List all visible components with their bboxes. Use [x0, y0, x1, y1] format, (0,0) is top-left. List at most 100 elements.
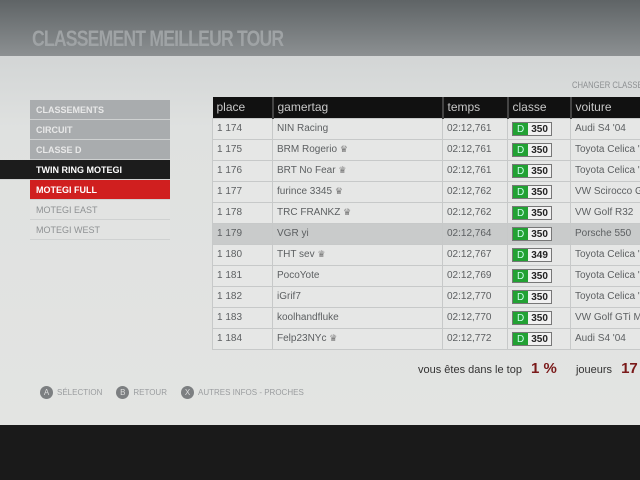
class-letter: D — [513, 164, 529, 177]
gamertag: THT sev — [277, 249, 315, 260]
gamertag-cell: PocoYote — [272, 264, 443, 287]
class-badge: D 350 — [512, 142, 552, 157]
class-badge: D 350 — [512, 289, 552, 304]
class-letter: D — [513, 248, 529, 261]
class-rating: 350 — [528, 164, 551, 177]
gamertag-cell: koolhandfluke — [272, 306, 443, 329]
car-cell: Toyota Celica '03 — [570, 285, 640, 308]
time-cell: 02:12,769 — [442, 264, 508, 287]
class-rating: 350 — [528, 311, 551, 324]
class-rating: 349 — [528, 248, 551, 261]
menu-classements[interactable]: CLASSEMENTS — [30, 100, 170, 120]
gamertag: PocoYote — [277, 270, 320, 281]
gamertag: VGR yi — [277, 228, 309, 239]
time-cell: 02:12,762 — [442, 180, 508, 203]
footer-hints: A SÉLECTION B RETOUR X AUTRES INFOS - PROCH… — [40, 386, 304, 399]
time-cell: 02:12,770 — [442, 306, 508, 329]
menu-item-motegi-west[interactable]: MOTEGI WEST — [30, 220, 170, 240]
menu-circuit[interactable]: CIRCUIT — [30, 120, 170, 140]
gamertag: BRM Rogerio — [277, 144, 338, 155]
gamertag-cell: VGR yi — [272, 222, 443, 245]
hint-label: SÉLECTION — [57, 388, 103, 397]
time-cell: 02:12,772 — [442, 327, 508, 350]
table-row[interactable]: 1 178 TRC FRANKZ ♛ 02:12,762 D 350 VW Gol… — [212, 201, 640, 224]
a-button-icon: A — [40, 386, 53, 399]
class-cell: D 350 — [507, 264, 571, 287]
header-gamertag[interactable]: gamertag — [272, 97, 444, 118]
class-cell: D 350 — [507, 117, 571, 140]
class-cell: D 350 — [507, 159, 571, 182]
header-place[interactable]: place — [212, 97, 274, 118]
hint-more-info[interactable]: X AUTRES INFOS - PROCHES — [180, 386, 304, 399]
car-cell: VW Golf R32 — [570, 201, 640, 224]
car-cell: Toyota Celica '03 — [570, 264, 640, 287]
class-rating: 350 — [528, 185, 551, 198]
car-cell: Audi S4 '04 — [570, 327, 640, 350]
menu-item-motegi-full[interactable]: MOTEGI FULL — [30, 180, 170, 200]
class-badge: D 350 — [512, 163, 552, 178]
hint-label: AUTRES INFOS - PROCHES — [197, 388, 304, 397]
table-row[interactable]: 1 177 furince 3345 ♛ 02:12,762 D 350 VW S… — [212, 180, 640, 203]
crown-icon: ♛ — [338, 165, 347, 175]
car-cell: Toyota Celica '0 — [570, 159, 640, 182]
table-row[interactable]: 1 182 iGrif7 02:12,770 D 350 Toyota Celic… — [212, 285, 640, 308]
table-row[interactable]: 1 180 THT sev ♛ 02:12,767 D 349 Toyota Ce… — [212, 243, 640, 266]
class-letter: D — [513, 143, 529, 156]
class-letter: D — [513, 269, 529, 282]
crown-icon: ♛ — [317, 249, 326, 259]
table-row[interactable]: 1 179 VGR yi 02:12,764 D 350 Porsche 550 — [212, 222, 640, 245]
car-cell: Toyota Celica '0 — [570, 138, 640, 161]
class-letter: D — [513, 185, 529, 198]
table-row[interactable]: 1 183 koolhandfluke 02:12,770 D 350 VW Go… — [212, 306, 640, 329]
header-temps[interactable]: temps — [442, 97, 509, 118]
gamertag-cell: BRM Rogerio ♛ — [272, 138, 443, 161]
menu-classe[interactable]: CLASSE D — [30, 140, 170, 160]
car-cell: Porsche 550 — [570, 222, 640, 245]
menu-item-motegi-east[interactable]: MOTEGI EAST — [30, 200, 170, 220]
table-row[interactable]: 1 176 BRT No Fear ♛ 02:12,761 D 350 Toyot… — [212, 159, 640, 182]
gamertag-cell: Felp23NYc ♛ — [272, 327, 443, 350]
menu-track[interactable]: TWIN RING MOTEGI — [0, 160, 170, 180]
table-row[interactable]: 1 184 Felp23NYc ♛ 02:12,772 D 350 Audi S4… — [212, 327, 640, 350]
class-letter: D — [513, 311, 529, 324]
crown-icon: ♛ — [343, 207, 352, 217]
players-label: joueurs — [575, 364, 613, 376]
hint-label: RETOUR — [133, 388, 167, 397]
place-cell: 1 178 — [212, 201, 273, 224]
hint-select[interactable]: A SÉLECTION — [40, 386, 102, 399]
hint-back[interactable]: B RETOUR — [116, 386, 167, 399]
class-letter: D — [513, 206, 529, 219]
class-letter: D — [513, 332, 529, 345]
class-badge: D 350 — [512, 205, 552, 220]
change-class-button[interactable]: CHANGER CLASSE — [572, 80, 640, 90]
class-cell: D 350 — [507, 180, 571, 203]
gamertag-cell: TRC FRANKZ ♛ — [272, 201, 443, 224]
class-rating: 350 — [528, 290, 551, 303]
class-rating: 350 — [528, 143, 551, 156]
car-cell: VW Scirocco GT — [570, 180, 640, 203]
place-cell: 1 174 — [212, 117, 273, 140]
title-bar: CLASSEMENT MEILLEUR TOUR — [0, 0, 640, 56]
header-classe[interactable]: classe — [507, 97, 572, 118]
table-row[interactable]: 1 174 NIN Racing 02:12,761 D 350 Audi S4 … — [212, 117, 640, 140]
table-row[interactable]: 1 181 PocoYote 02:12,769 D 350 Toyota Cel… — [212, 264, 640, 287]
place-cell: 1 179 — [212, 222, 273, 245]
class-letter: D — [513, 227, 529, 240]
class-badge: D 350 — [512, 331, 552, 346]
class-badge: D 350 — [512, 268, 552, 283]
crown-icon: ♛ — [334, 186, 343, 196]
players-value: 17 — [621, 360, 638, 377]
class-rating: 350 — [528, 269, 551, 282]
table-row[interactable]: 1 175 BRM Rogerio ♛ 02:12,761 D 350 Toyot… — [212, 138, 640, 161]
class-letter: D — [513, 290, 529, 303]
place-cell: 1 184 — [212, 327, 273, 350]
class-badge: D 349 — [512, 247, 552, 262]
header-voiture[interactable]: voiture — [570, 97, 640, 118]
class-badge: D 350 — [512, 310, 552, 325]
gamertag: TRC FRANKZ — [277, 207, 341, 218]
b-button-icon: B — [116, 386, 130, 399]
place-cell: 1 180 — [212, 243, 273, 266]
gamertag-cell: furince 3345 ♛ — [272, 180, 443, 203]
class-cell: D 350 — [507, 222, 571, 245]
place-cell: 1 177 — [212, 180, 273, 203]
